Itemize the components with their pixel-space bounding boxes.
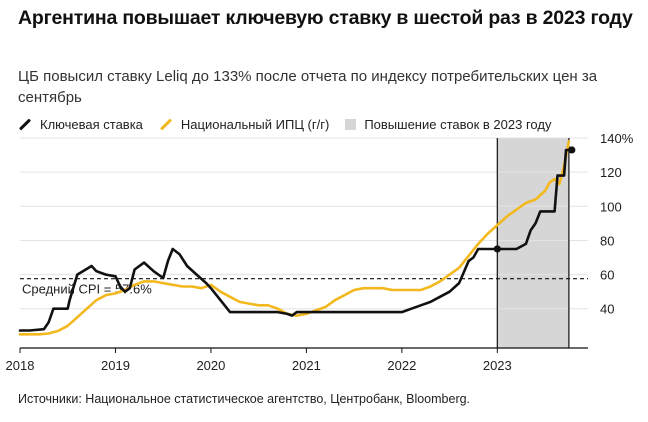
x-tick-label-2021: 2021 [292, 358, 321, 373]
legend-label-cpi: Национальный ИПЦ (г/г) [180, 116, 330, 132]
x-tick-label-2019: 2019 [101, 358, 130, 373]
y-tick-label-100: 100 [600, 199, 622, 214]
key-rate-marker-end [568, 146, 576, 154]
x-tick-label-2022: 2022 [387, 358, 416, 373]
legend: Ключевая ставка Национальный ИПЦ (г/г) П… [18, 114, 567, 134]
y-tick-label-140: 140% [600, 131, 634, 146]
legend-label-key-rate: Ключевая ставка [40, 116, 143, 132]
x-tick-label-2020: 2020 [196, 358, 225, 373]
y-tick-label-40: 40 [600, 302, 614, 317]
series-line-key-rate [18, 148, 574, 332]
x-tick-label-2018: 2018 [6, 358, 35, 373]
y-tick-label-80: 80 [600, 233, 614, 248]
shaded-period-2023 [497, 138, 569, 348]
legend-item-hikes-2023: Повышение ставок в 2023 году [345, 117, 551, 132]
reference-line-label: Средний CPI = 57.6% [22, 282, 152, 297]
source-note: Источники: Национальное статистическое а… [18, 392, 471, 406]
chart-subtitle: ЦБ повысил ставку Leliq до 133% после от… [18, 68, 598, 106]
series-line-cpi [18, 140, 571, 336]
chart-title: Аргентина повышает ключевую ставку в шес… [18, 7, 633, 29]
legend-label-hikes-2023: Повышение ставок в 2023 году [364, 116, 552, 132]
y-tick-label-120: 120 [600, 165, 622, 180]
legend-item-key-rate: Ключевая ставка [18, 117, 143, 132]
legend-item-cpi: Национальный ИПЦ (г/г) [159, 117, 329, 132]
key-rate-marker-start [493, 245, 501, 253]
legend-swatch-hikes-2023 [345, 118, 357, 130]
y-tick-label-60: 60 [600, 268, 614, 283]
x-tick-label-2023: 2023 [483, 358, 512, 373]
